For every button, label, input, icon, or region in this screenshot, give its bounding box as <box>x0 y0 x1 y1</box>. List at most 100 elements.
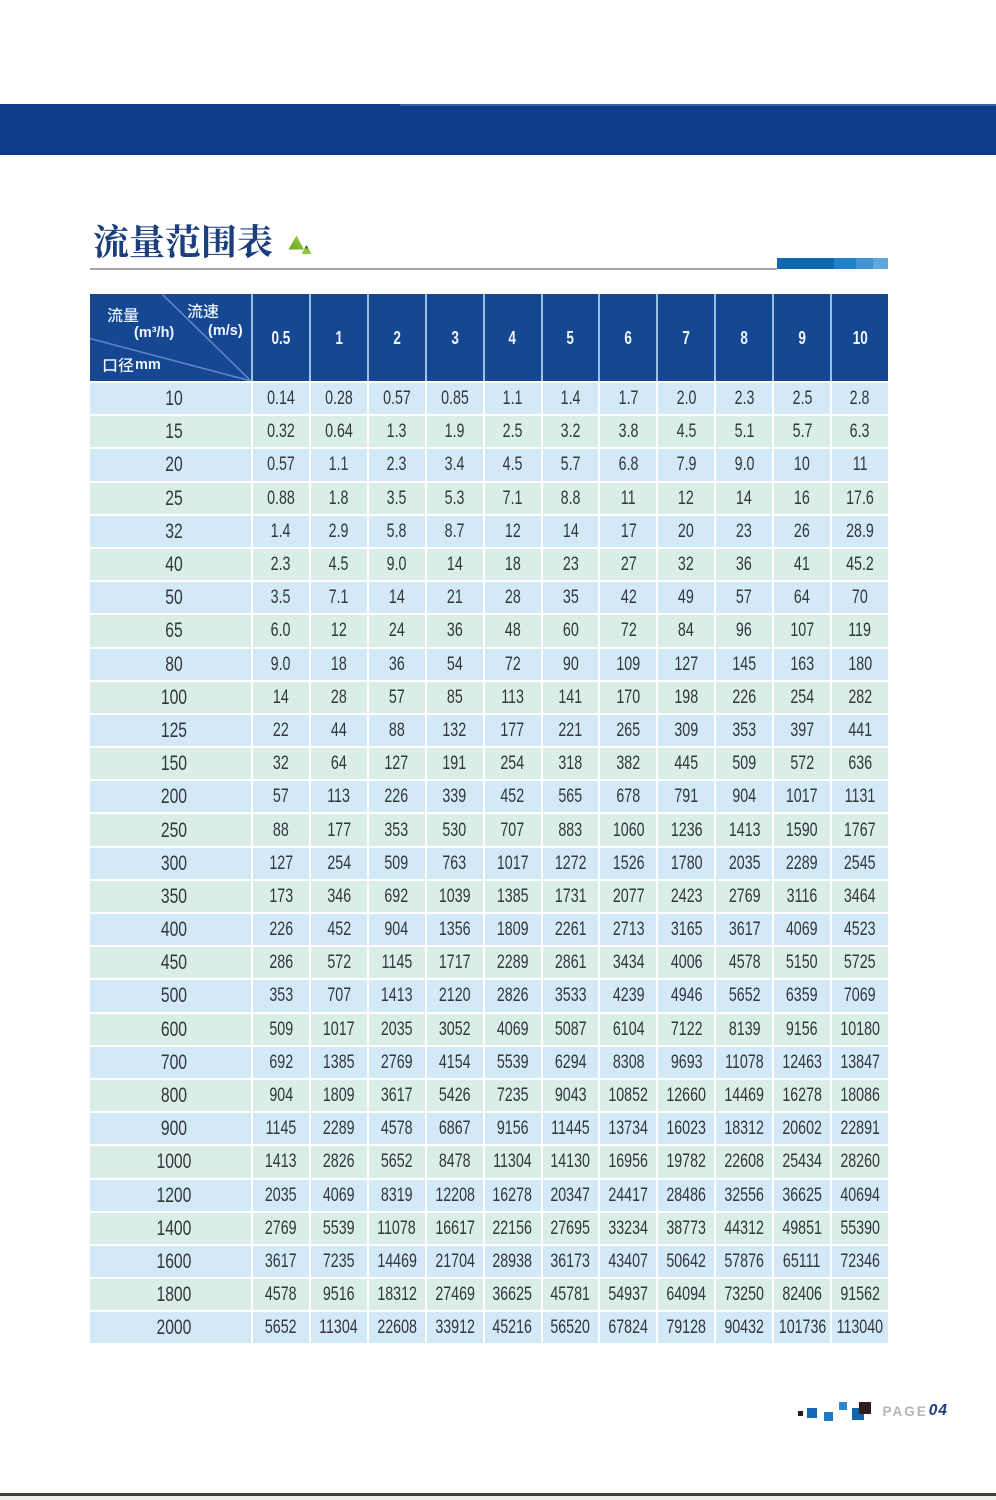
flow-value-cell: 127 <box>368 748 425 780</box>
flow-value-cell: 8308 <box>600 1046 657 1078</box>
flow-value-cell: 904 <box>368 914 425 946</box>
flow-value-cell: 4578 <box>368 1113 425 1145</box>
flow-value-cell: 14 <box>253 681 309 713</box>
flow-value-cell: 45216 <box>484 1312 541 1344</box>
flow-value-cell: 4069 <box>310 1179 367 1211</box>
flow-value-cell: 0.85 <box>426 383 483 415</box>
flow-value-cell: 1.7 <box>600 383 657 415</box>
flow-value-cell: 7235 <box>484 1079 541 1112</box>
flow-value-cell: 24 <box>368 615 425 647</box>
flow-value-cell: 36 <box>716 548 773 581</box>
flow-value-cell: 6.8 <box>600 449 657 481</box>
flow-value-cell: 18 <box>310 648 367 680</box>
flow-value-cell: 2861 <box>542 947 599 979</box>
flow-value-cell: 7.1 <box>310 582 367 614</box>
flow-value-cell: 54 <box>426 648 483 680</box>
diameter-cell: 32 <box>90 515 251 547</box>
flow-value-cell: 50642 <box>658 1245 715 1278</box>
diameter-cell: 15 <box>90 416 251 448</box>
flow-value-cell: 44 <box>310 714 367 747</box>
flow-value-cell: 2261 <box>542 914 599 946</box>
flow-value-cell: 2826 <box>310 1146 367 1178</box>
flow-value-cell: 127 <box>658 648 715 680</box>
flow-value-cell: 32556 <box>716 1179 773 1211</box>
flow-value-cell: 707 <box>310 980 367 1012</box>
flow-value-cell: 4069 <box>774 914 831 946</box>
flow-value-cell: 0.57 <box>253 449 309 481</box>
flow-value-cell: 6104 <box>600 1013 657 1045</box>
flow-value-cell: 3165 <box>658 914 715 946</box>
flow-value-cell: 49 <box>658 582 715 614</box>
flow-value-cell: 4523 <box>832 914 888 946</box>
flow-value-cell: 13847 <box>832 1046 888 1078</box>
flow-value-cell: 22608 <box>368 1312 425 1344</box>
velocity-column-header: 8 <box>716 294 773 381</box>
footer-page-number: 04 <box>928 1402 948 1419</box>
flow-value-cell: 14 <box>368 582 425 614</box>
flow-value-cell: 21 <box>426 582 483 614</box>
flow-value-cell: 0.14 <box>253 383 309 415</box>
flow-value-cell: 18312 <box>368 1279 425 1311</box>
flow-value-cell: 2545 <box>832 847 888 879</box>
flow-value-cell: 3.2 <box>542 416 599 448</box>
flow-value-cell: 2120 <box>426 980 483 1012</box>
flow-value-cell: 4154 <box>426 1046 483 1078</box>
diameter-cell: 25 <box>90 482 251 514</box>
diameter-cell: 450 <box>90 947 251 979</box>
flow-value-cell: 1.1 <box>484 383 541 415</box>
flow-value-cell: 8.7 <box>426 515 483 547</box>
flow-value-cell: 3434 <box>600 947 657 979</box>
flow-value-cell: 221 <box>542 714 599 747</box>
table-row: 400 226 452 904 1356 1809 2261 2713 3165 3617 4069… <box>90 914 888 946</box>
flow-value-cell: 3464 <box>832 880 888 912</box>
flow-value-cell: 43407 <box>600 1245 657 1278</box>
table-row: 500 353 707 1413 2120 2826 3533 4239 4946 5652 635… <box>90 980 888 1012</box>
flow-value-cell: 1060 <box>600 814 657 846</box>
flow-value-cell: 27 <box>600 548 657 581</box>
flow-value-cell: 0.32 <box>253 416 309 448</box>
flow-value-cell: 11078 <box>716 1046 773 1078</box>
flow-value-cell: 3617 <box>253 1245 309 1278</box>
deco-bar-seg1 <box>777 258 834 269</box>
flow-value-cell: 5087 <box>542 1013 599 1045</box>
flow-value-cell: 57876 <box>716 1245 773 1278</box>
flow-value-cell: 32 <box>253 748 309 780</box>
flow-value-cell: 254 <box>310 847 367 879</box>
flow-value-cell: 2769 <box>368 1046 425 1078</box>
table-row: 50 3.5 7.1 14 21 28 35 42 49 57 64 70 <box>90 582 888 614</box>
flow-value-cell: 16956 <box>600 1146 657 1178</box>
flow-value-cell: 1356 <box>426 914 483 946</box>
table-row: 200 57 113 226 339 452 565 678 791 904 1017 1131 <box>90 781 888 813</box>
flow-value-cell: 57 <box>716 582 773 614</box>
flow-value-cell: 4006 <box>658 947 715 979</box>
diameter-cell: 100 <box>90 681 251 713</box>
flow-value-cell: 11078 <box>368 1212 425 1244</box>
flow-value-cell: 36 <box>368 648 425 680</box>
flow-value-cell: 2035 <box>368 1013 425 1045</box>
flow-value-cell: 2713 <box>600 914 657 946</box>
table-row: 1000 1413 2826 5652 8478 11304 14130 16956 19782… <box>90 1146 888 1178</box>
flow-value-cell: 113 <box>310 781 367 813</box>
flow-value-cell: 5539 <box>484 1046 541 1078</box>
velocity-column-header: 1 <box>310 294 367 381</box>
flow-value-cell: 3.5 <box>368 482 425 514</box>
flow-value-cell: 21704 <box>426 1245 483 1278</box>
flow-value-cell: 45.2 <box>832 548 888 581</box>
table-body: 10 0.14 0.28 0.57 0.85 1.1 1.4 1.7 2.0 2.3 2.5 2.8 1… <box>90 383 888 1344</box>
flow-label <box>107 307 139 328</box>
flow-value-cell: 1809 <box>484 914 541 946</box>
flow-value-cell: 180 <box>832 648 888 680</box>
flow-value-cell: 25434 <box>774 1146 831 1178</box>
flow-value-cell: 96 <box>716 615 773 647</box>
flow-value-cell: 88 <box>368 714 425 747</box>
flow-value-cell: 56520 <box>542 1312 599 1344</box>
flow-value-cell: 2289 <box>484 947 541 979</box>
flow-value-cell: 2077 <box>600 880 657 912</box>
flow-value-cell: 382 <box>600 748 657 780</box>
flow-value-cell: 14 <box>542 515 599 547</box>
flow-value-cell: 19782 <box>658 1146 715 1178</box>
flow-value-cell: 35 <box>542 582 599 614</box>
diameter-label: mm <box>102 357 161 373</box>
flow-value-cell: 2769 <box>716 880 773 912</box>
top-banner-highlight <box>400 104 996 106</box>
